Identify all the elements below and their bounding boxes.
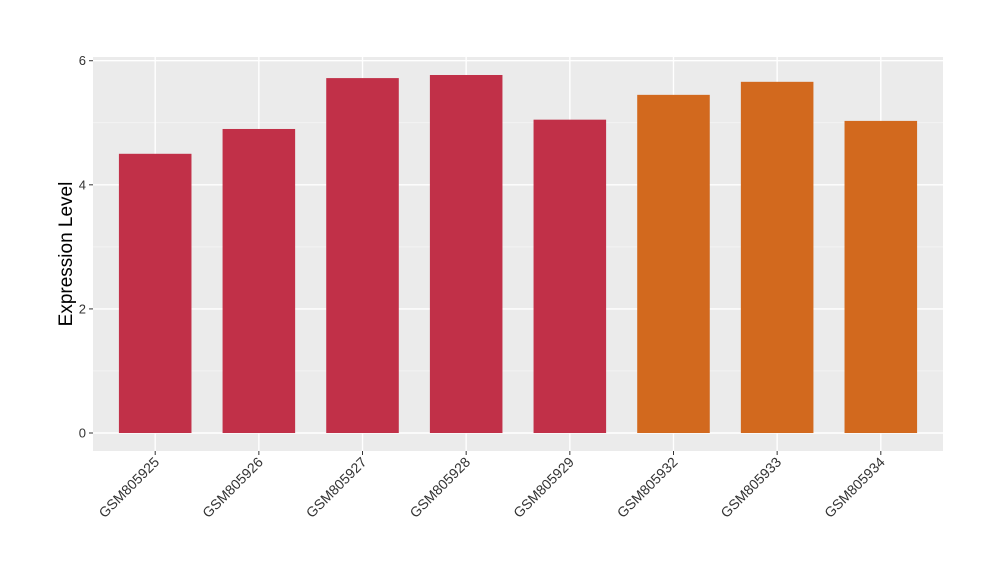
x-tick-label: GSM805926 xyxy=(199,454,266,521)
y-axis-title: Expression Level xyxy=(56,182,77,327)
panel-background xyxy=(93,57,943,451)
bar xyxy=(429,74,503,434)
bar xyxy=(222,128,296,434)
bar xyxy=(533,119,607,434)
bar xyxy=(637,94,710,434)
y-tick-label: 0 xyxy=(79,426,86,441)
bar xyxy=(740,81,814,434)
x-tick-label: GSM805934 xyxy=(821,454,888,521)
y-tick-label: 4 xyxy=(79,177,86,192)
bar xyxy=(118,153,192,434)
y-tick-label: 2 xyxy=(79,301,86,316)
x-tick-label: GSM805929 xyxy=(510,454,577,521)
x-tick-label: GSM805933 xyxy=(717,454,784,521)
x-tick-label: GSM805925 xyxy=(95,454,162,521)
y-tick-label: 6 xyxy=(79,53,86,68)
x-tick-label: GSM805932 xyxy=(614,454,681,521)
x-tick-label: GSM805927 xyxy=(303,454,370,521)
bar xyxy=(326,78,399,434)
x-tick-label: GSM805928 xyxy=(406,454,473,521)
bar xyxy=(844,120,918,434)
